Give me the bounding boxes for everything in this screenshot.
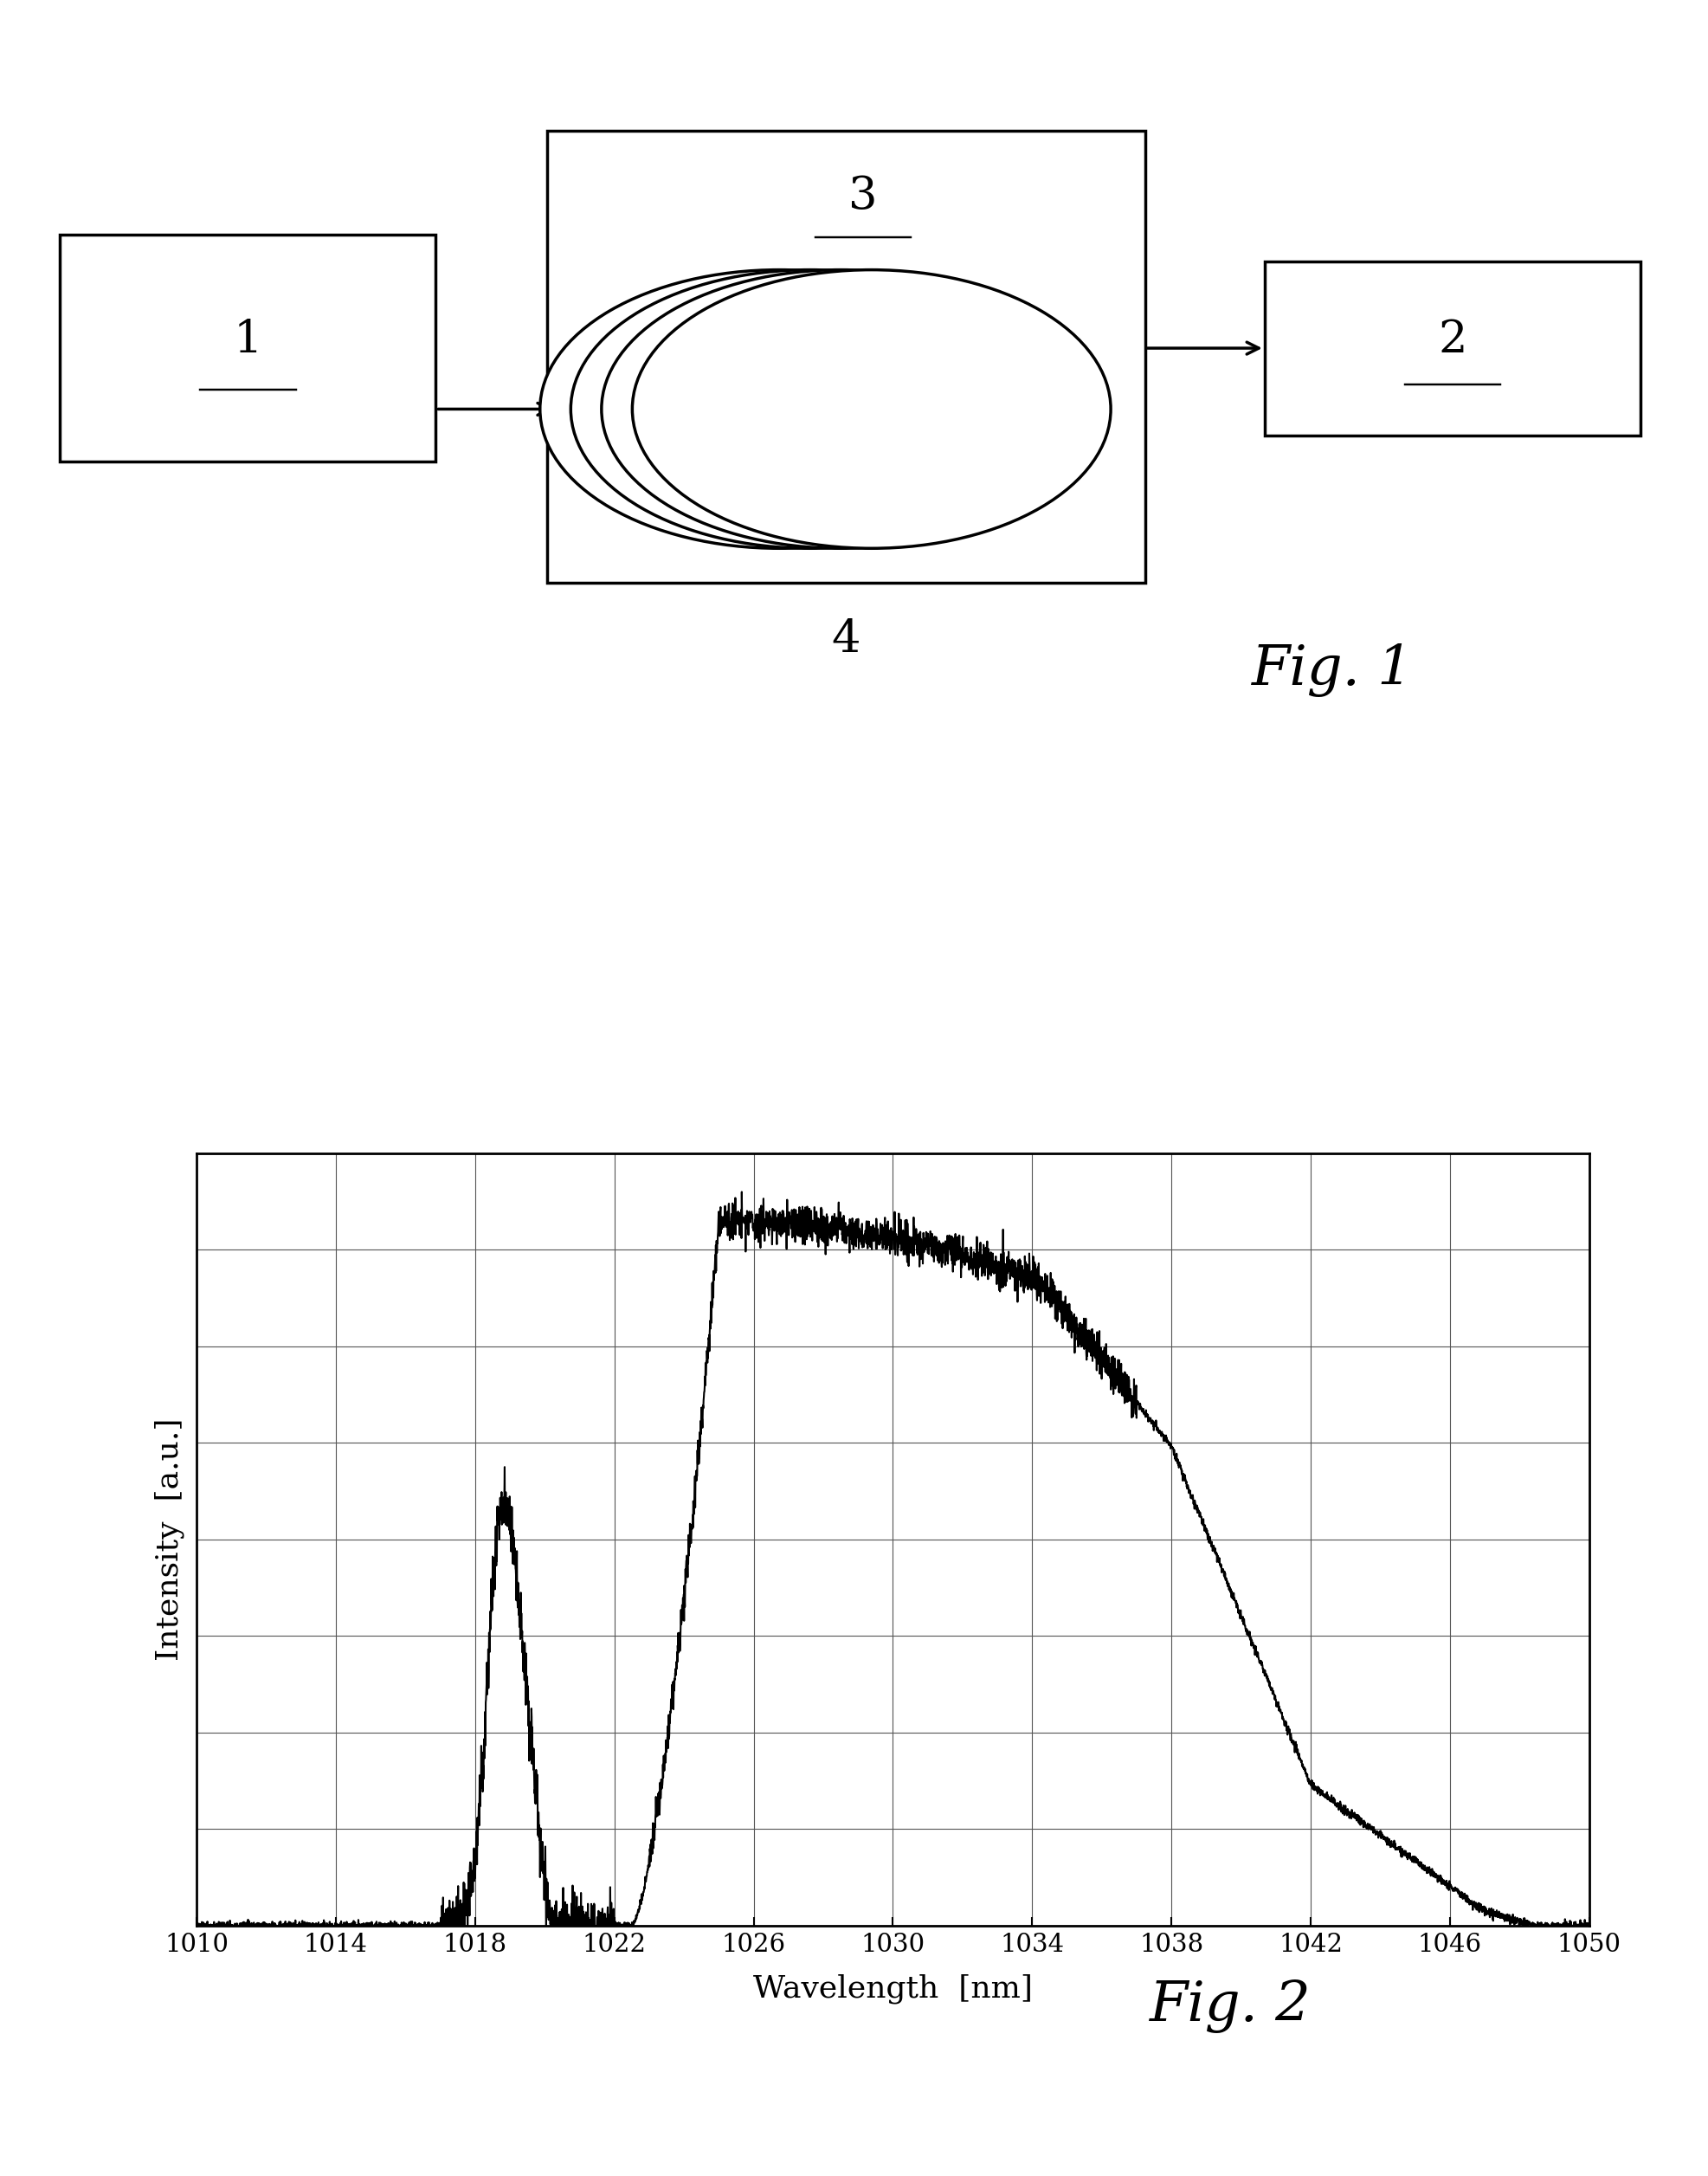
Ellipse shape — [601, 270, 1079, 548]
Text: 3: 3 — [849, 174, 876, 218]
Ellipse shape — [570, 270, 1049, 548]
Text: 2: 2 — [1438, 318, 1465, 361]
Ellipse shape — [632, 270, 1110, 548]
Y-axis label: Intensity  [a.u.]: Intensity [a.u.] — [154, 1419, 184, 1660]
X-axis label: Wavelength  [nm]: Wavelength [nm] — [753, 1974, 1032, 2004]
Text: 1: 1 — [232, 318, 263, 361]
Bar — [60, 235, 436, 461]
Bar — [547, 131, 1144, 583]
Text: Fig. 1: Fig. 1 — [1252, 644, 1413, 696]
Bar — [1264, 261, 1640, 435]
Text: Fig. 2: Fig. 2 — [1149, 1980, 1310, 2032]
Ellipse shape — [540, 270, 1018, 548]
Text: 4: 4 — [832, 618, 859, 662]
